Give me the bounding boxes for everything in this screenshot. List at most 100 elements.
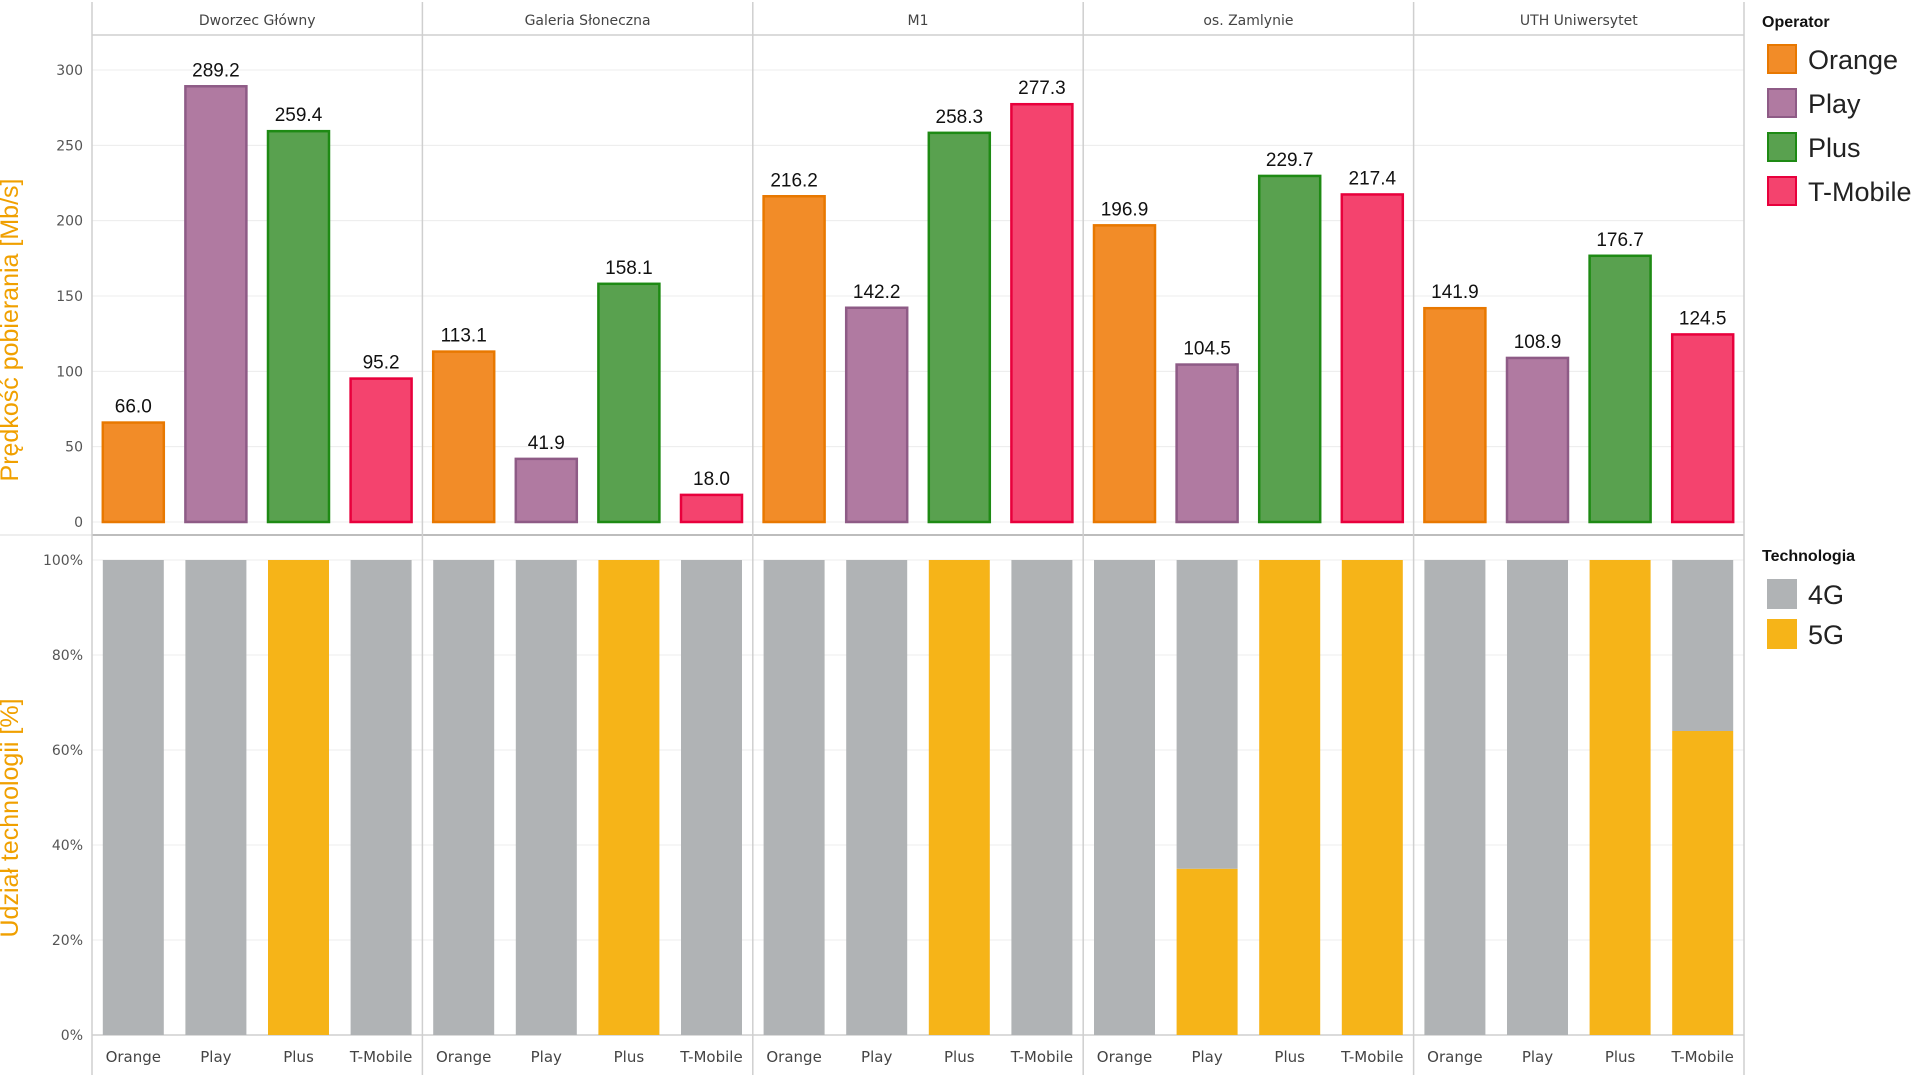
bar-share-4g-galeria-s-oneczna-t-mobile <box>681 560 742 1035</box>
x-tick-m1-plus: Plus <box>944 1048 975 1066</box>
bar-share-4g-m1-t-mobile <box>1011 560 1073 1035</box>
data-label-os-zamlynie-orange: 196.9 <box>1101 199 1149 220</box>
bar-share-4g-uth-uniwersytet-t-mobile <box>1672 560 1734 731</box>
y-tick-speed-50: 50 <box>65 440 83 456</box>
x-tick-uth-uniwersytet-plus: Plus <box>1605 1048 1636 1066</box>
x-tick-os-zamlynie-play: Play <box>1191 1048 1222 1066</box>
bar-speed-m1-t-mobile <box>1010 102 1074 524</box>
data-label-dworzec-g-wny-t-mobile: 95.2 <box>363 353 400 374</box>
y-axis-title-speed: Prędkość pobierania [Mb/s] <box>0 179 24 482</box>
legend-swatch-t-mobile <box>1767 176 1797 206</box>
bar-speed-uth-uniwersytet-t-mobile <box>1670 333 1735 524</box>
bar-speed-os-zamlynie-orange <box>1092 224 1157 524</box>
bar-share-4g-uth-uniwersytet-orange <box>1424 560 1486 1035</box>
legend-operator: Operator Orange Play Plus T-Mobile <box>1762 14 1912 207</box>
bar-share-4g-dworzec-g-wny-orange <box>102 560 164 1035</box>
bar-share-4g-uth-uniwersytet-play <box>1507 560 1568 1035</box>
location-header-uth-uniwersytet: UTH Uniwersytet <box>1520 13 1638 29</box>
bar-speed-os-zamlynie-play <box>1175 363 1239 524</box>
bar-speed-dworzec-g-wny-orange <box>101 421 166 524</box>
data-label-m1-t-mobile: 277.3 <box>1018 78 1066 99</box>
x-tick-os-zamlynie-plus: Plus <box>1274 1048 1305 1066</box>
bar-share-5g-dworzec-g-wny-plus <box>268 560 329 1035</box>
data-label-galeria-s-oneczna-play: 41.9 <box>528 433 565 454</box>
bar-share-4g-m1-orange <box>763 560 825 1035</box>
bar-speed-dworzec-g-wny-plus <box>266 129 331 524</box>
data-labels: 66.0 289.2 259.4 95.2 113.1 41.9 158.1 18.0 216.… <box>115 60 1727 490</box>
y-tick-share-80: 80% <box>52 648 83 664</box>
y-tick-speed-150: 150 <box>56 289 83 305</box>
location-header-m1: M1 <box>908 13 929 29</box>
y-axis-title-share: Udział technologii [%] <box>0 698 24 937</box>
x-axis-ticks: Orange Play Plus T-Mobile Orange Play Plus T-Mo… <box>106 1048 1734 1066</box>
legend-label-orange: Orange <box>1808 45 1898 75</box>
y-tick-share-40: 40% <box>52 838 83 854</box>
x-tick-dworzec-g-wny-t-mobile: T-Mobile <box>349 1048 412 1066</box>
legend-technology-title: Technologia <box>1762 548 1855 565</box>
x-tick-dworzec-g-wny-plus: Plus <box>283 1048 314 1066</box>
x-tick-m1-orange: Orange <box>766 1048 821 1066</box>
legend-swatch-5g <box>1767 619 1797 649</box>
legend-label-t-mobile: T-Mobile <box>1808 177 1912 207</box>
legend-technology: Technologia 4G 5G <box>1762 548 1855 650</box>
data-label-galeria-s-oneczna-plus: 158.1 <box>605 258 653 279</box>
bar-share-4g-galeria-s-oneczna-orange <box>433 560 495 1035</box>
y-tick-speed-200: 200 <box>56 214 83 230</box>
y-tick-share-100: 100% <box>43 553 83 569</box>
y-tick-speed-100: 100 <box>56 364 83 380</box>
data-label-uth-uniwersytet-play: 108.9 <box>1514 332 1562 353</box>
gridlines <box>92 69 1744 1036</box>
bar-speed-galeria-s-oneczna-orange <box>431 350 496 524</box>
x-tick-dworzec-g-wny-play: Play <box>200 1048 231 1066</box>
bar-share-4g-dworzec-g-wny-t-mobile <box>350 560 412 1035</box>
legend-label-4g: 4G <box>1808 580 1844 610</box>
bar-share-5g-m1-plus <box>928 560 990 1035</box>
y-tick-speed-250: 250 <box>56 138 83 154</box>
bar-share-4g-os-zamlynie-orange <box>1094 560 1155 1035</box>
location-header-galeria-s-oneczna: Galeria Słoneczna <box>525 13 651 29</box>
x-tick-m1-t-mobile: T-Mobile <box>1010 1048 1073 1066</box>
x-tick-m1-play: Play <box>861 1048 892 1066</box>
bar-speed-m1-play <box>844 306 909 524</box>
legend-swatch-4g <box>1767 579 1797 609</box>
x-tick-dworzec-g-wny-orange: Orange <box>106 1048 161 1066</box>
x-tick-galeria-s-oneczna-t-mobile: T-Mobile <box>679 1048 742 1066</box>
y-tick-speed-0: 0 <box>74 515 83 531</box>
data-label-dworzec-g-wny-orange: 66.0 <box>115 397 152 418</box>
location-header-os-zamlynie: os. Zamlynie <box>1203 13 1293 29</box>
bar-share-5g-uth-uniwersytet-plus <box>1589 560 1651 1035</box>
bar-speed-dworzec-g-wny-t-mobile <box>349 377 413 524</box>
x-tick-galeria-s-oneczna-play: Play <box>531 1048 562 1066</box>
legend-label-5g: 5G <box>1808 620 1844 650</box>
data-label-galeria-s-oneczna-orange: 113.1 <box>441 326 487 347</box>
bar-share-5g-galeria-s-oneczna-plus <box>598 560 660 1035</box>
bar-share-4g-os-zamlynie-play <box>1176 560 1238 869</box>
bar-share-4g-m1-play <box>846 560 908 1035</box>
data-label-uth-uniwersytet-plus: 176.7 <box>1596 230 1644 251</box>
bar-speed-uth-uniwersytet-orange <box>1423 306 1487 524</box>
panel-frame <box>0 2 1745 1075</box>
data-label-os-zamlynie-t-mobile: 217.4 <box>1349 168 1397 189</box>
data-label-m1-orange: 216.2 <box>770 170 818 191</box>
legend-operator-title: Operator <box>1762 14 1830 31</box>
legend-swatch-plus <box>1767 132 1797 162</box>
location-headers: Dworzec Główny Galeria Słoneczna M1 os. Zam… <box>199 13 1638 29</box>
data-label-os-zamlynie-play: 104.5 <box>1183 339 1231 360</box>
data-label-galeria-s-oneczna-t-mobile: 18.0 <box>693 469 730 490</box>
x-tick-uth-uniwersytet-orange: Orange <box>1427 1048 1482 1066</box>
x-tick-os-zamlynie-t-mobile: T-Mobile <box>1340 1048 1403 1066</box>
bar-share-4g-galeria-s-oneczna-play <box>515 560 577 1035</box>
bar-speed-galeria-s-oneczna-plus <box>597 282 661 524</box>
data-label-dworzec-g-wny-plus: 259.4 <box>275 105 323 126</box>
bar-speed-galeria-s-oneczna-t-mobile <box>679 493 744 524</box>
x-tick-galeria-s-oneczna-plus: Plus <box>614 1048 645 1066</box>
x-tick-os-zamlynie-orange: Orange <box>1097 1048 1152 1066</box>
bar-speed-uth-uniwersytet-plus <box>1588 254 1652 524</box>
data-label-uth-uniwersytet-t-mobile: 124.5 <box>1679 308 1727 329</box>
x-tick-uth-uniwersytet-t-mobile: T-Mobile <box>1670 1048 1733 1066</box>
y-tick-share-20: 20% <box>52 933 83 949</box>
bar-speed-os-zamlynie-t-mobile <box>1340 193 1405 524</box>
bars <box>101 85 1735 1035</box>
y-tick-share-0: 0% <box>61 1028 83 1044</box>
